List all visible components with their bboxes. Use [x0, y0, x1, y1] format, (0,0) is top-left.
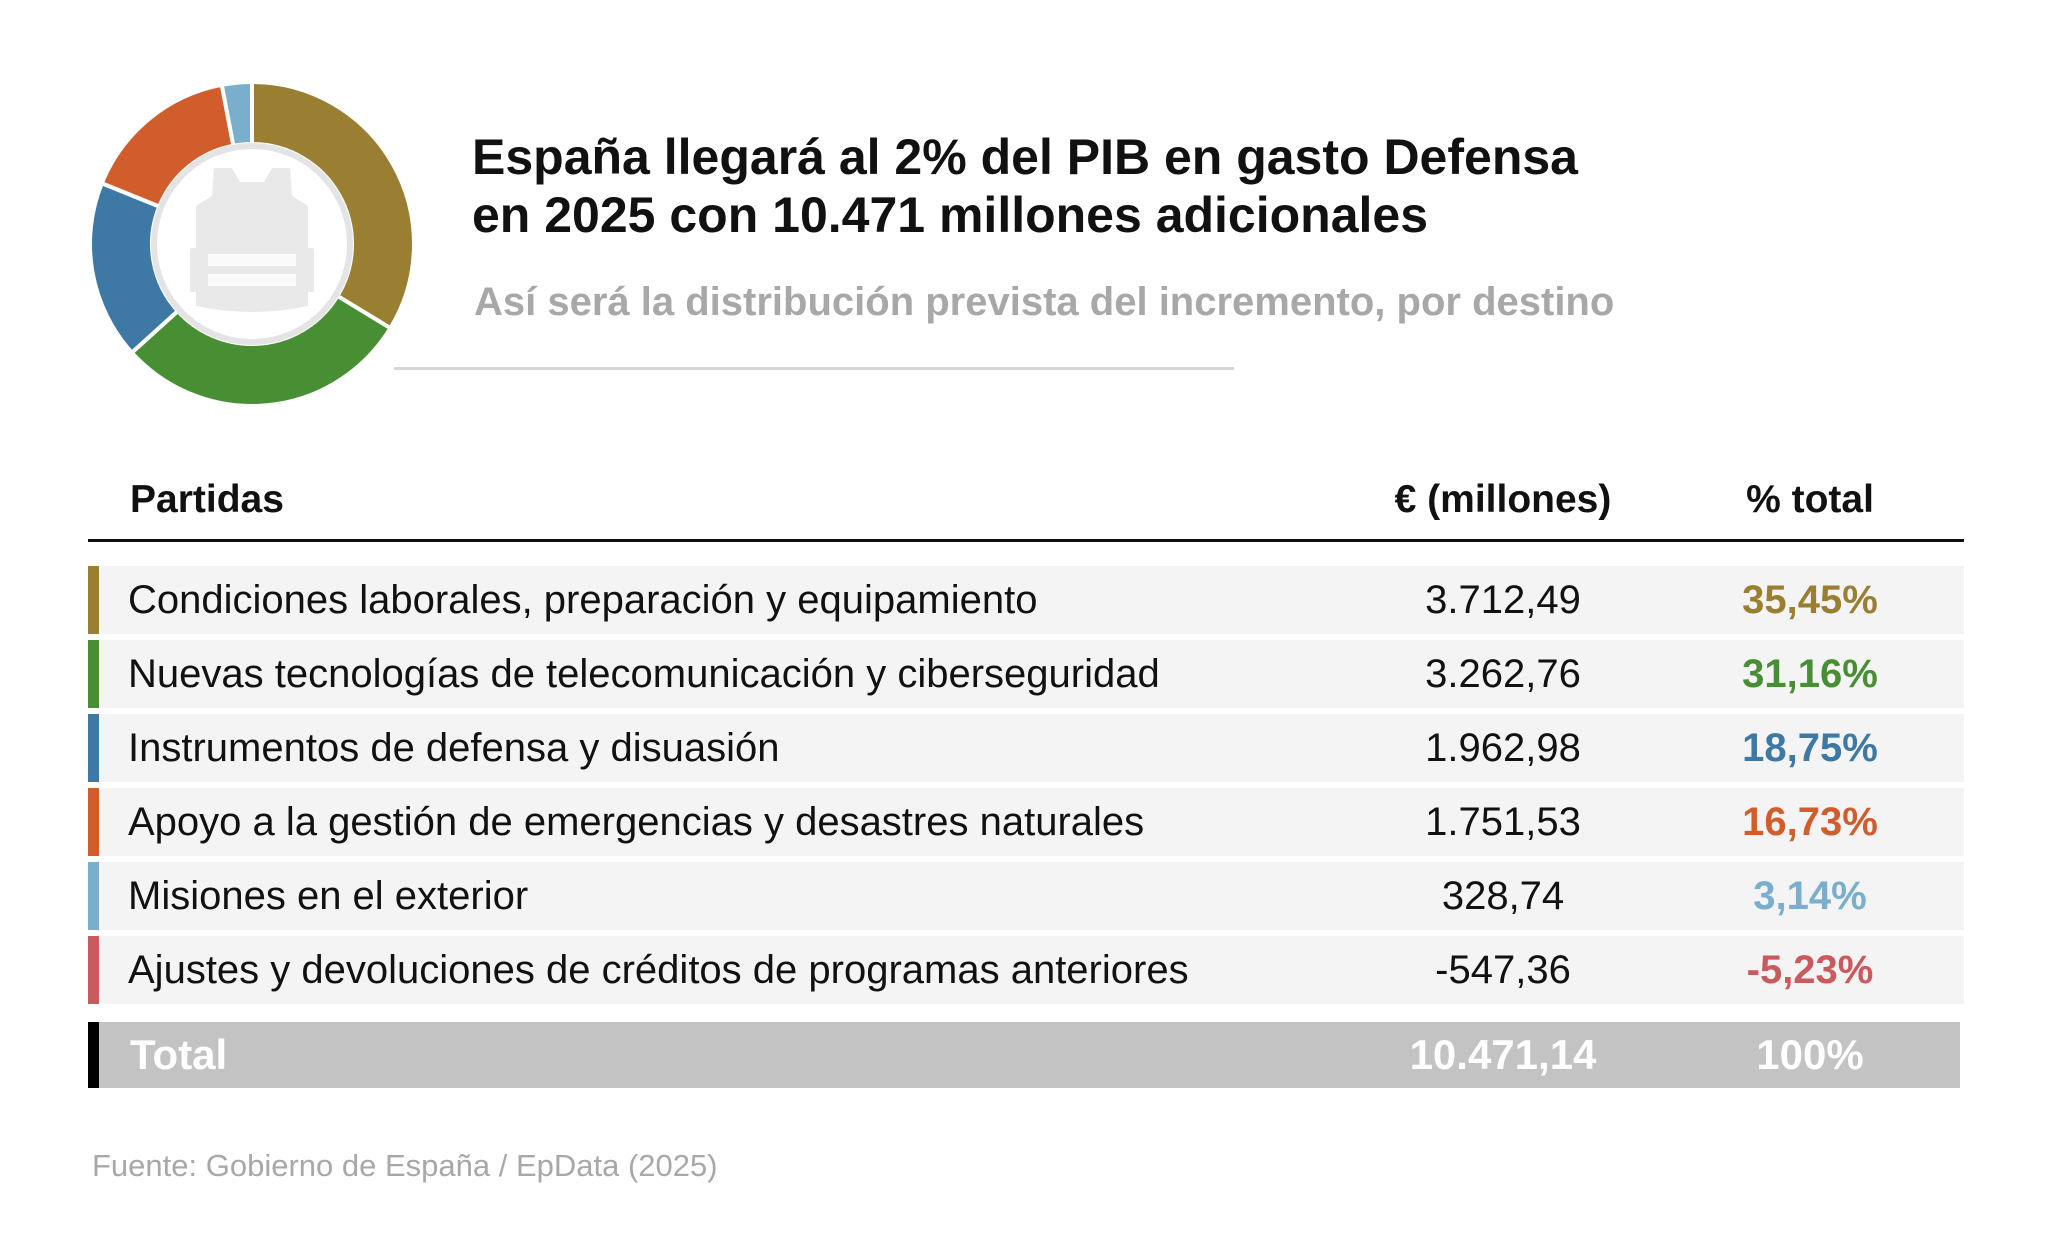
total-color-bar [88, 1022, 99, 1088]
total-value: 10.471,14 [1409, 1031, 1597, 1078]
total-percent: 100% [1756, 1031, 1864, 1078]
table-row: Ajustes y devoluciones de créditos de pr… [88, 936, 1964, 1004]
table-row: Misiones en el exterior 328,74 3,14% [88, 862, 1964, 930]
row-value: 3.712,49 [1425, 578, 1581, 622]
title-line-1: España llegará al 2% del PIB en gasto De… [472, 129, 1578, 185]
row-value: 328,74 [1441, 874, 1565, 918]
row-label: Condiciones laborales, preparación y equ… [128, 578, 1038, 622]
donut-slices [88, 79, 416, 408]
title-divider [394, 367, 1234, 370]
row-color-bar [88, 566, 99, 634]
table-row: Instrumentos de defensa y disuasión 1.96… [88, 714, 1964, 782]
row-percent: 35,45% [1742, 578, 1878, 622]
total-row: Total 10.471,14 100% [88, 1022, 1960, 1088]
row-color-bar [88, 862, 99, 930]
row-label: Ajustes y devoluciones de créditos de pr… [128, 948, 1189, 992]
table-row: Apoyo a la gestión de emergencias y desa… [88, 788, 1964, 856]
chart-subtitle: Así será la distribución prevista del in… [474, 280, 1615, 324]
row-label: Apoyo a la gestión de emergencias y desa… [128, 800, 1145, 844]
table-row: Nuevas tecnologías de telecomunicación y… [88, 640, 1964, 708]
row-value: -547,36 [1435, 948, 1571, 992]
header-rule [88, 539, 1964, 542]
column-header-partidas: Partidas [130, 478, 284, 521]
row-color-bar [88, 714, 99, 782]
column-header-percent: % total [1746, 478, 1874, 521]
source-note: Fuente: Gobierno de España / EpData (202… [92, 1148, 718, 1183]
row-label: Instrumentos de defensa y disuasión [128, 726, 780, 770]
chart-title: España llegará al 2% del PIB en gasto De… [472, 128, 1772, 244]
bulletproof-vest-icon [151, 143, 353, 345]
row-percent: 3,14% [1753, 874, 1867, 918]
row-value: 1.962,98 [1425, 726, 1581, 770]
donut-chart [88, 79, 416, 408]
row-color-bar [88, 640, 99, 708]
row-color-bar [88, 936, 99, 1004]
row-label: Nuevas tecnologías de telecomunicación y… [128, 652, 1160, 696]
row-value: 3.262,76 [1425, 652, 1581, 696]
total-label: Total [130, 1031, 228, 1078]
table-row: Condiciones laborales, preparación y equ… [88, 566, 1964, 634]
column-header-millones: € (millones) [1394, 478, 1612, 521]
row-percent: -5,23% [1746, 948, 1874, 992]
row-value: 1.751,53 [1425, 800, 1581, 844]
row-color-bar [88, 788, 99, 856]
row-percent: 16,73% [1742, 800, 1878, 844]
row-percent: 18,75% [1742, 726, 1878, 770]
row-label: Misiones en el exterior [128, 874, 529, 918]
title-line-2: en 2025 con 10.471 millones adicionales [472, 187, 1429, 243]
row-percent: 31,16% [1742, 652, 1878, 696]
